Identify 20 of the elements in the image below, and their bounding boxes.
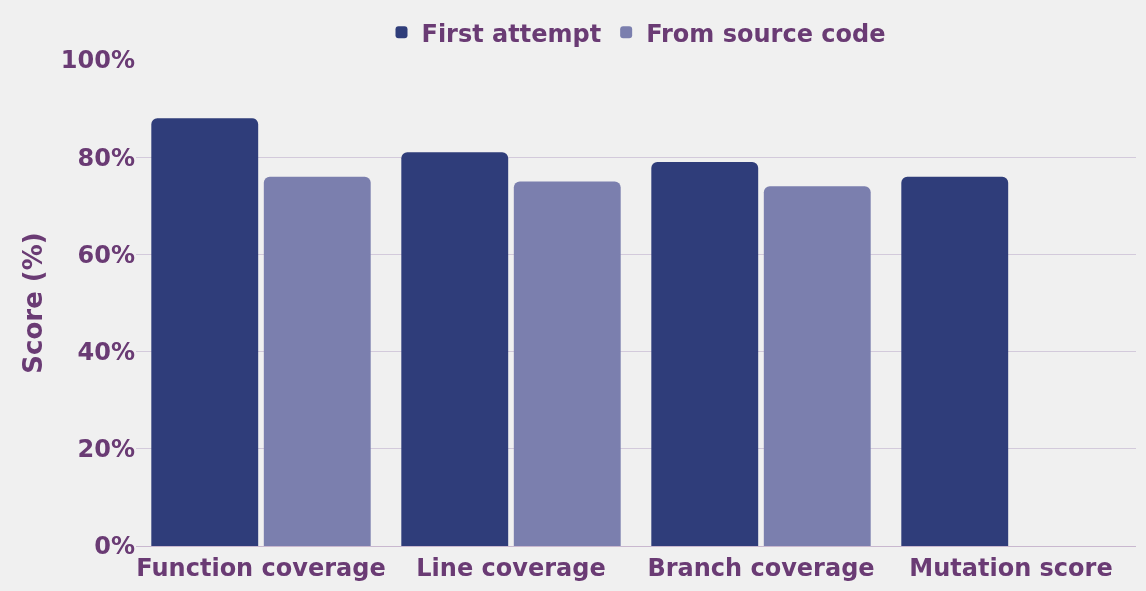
x-tick-label: Branch coverage [647,553,875,582]
bar [401,152,509,546]
y-axis-title: Score (%) [18,232,49,374]
bar [651,162,759,546]
legend-label: First attempt [421,19,602,48]
bar [901,176,1009,546]
y-tick-label: 0% [94,532,135,561]
y-tick-label: 60% [77,240,135,269]
bar [513,181,621,546]
y-tick-label: 100% [60,46,135,75]
y-tick-label: 80% [77,143,135,172]
x-tick-label: Function coverage [136,553,386,582]
bar [151,118,259,546]
x-tick-label: Line coverage [416,553,606,582]
y-tick-label: 20% [77,435,135,464]
legend-label: From source code [646,19,886,48]
x-tick-label: Mutation score [909,553,1113,582]
y-tick-label: 40% [77,338,135,366]
bar [263,176,371,546]
bar [763,186,871,546]
